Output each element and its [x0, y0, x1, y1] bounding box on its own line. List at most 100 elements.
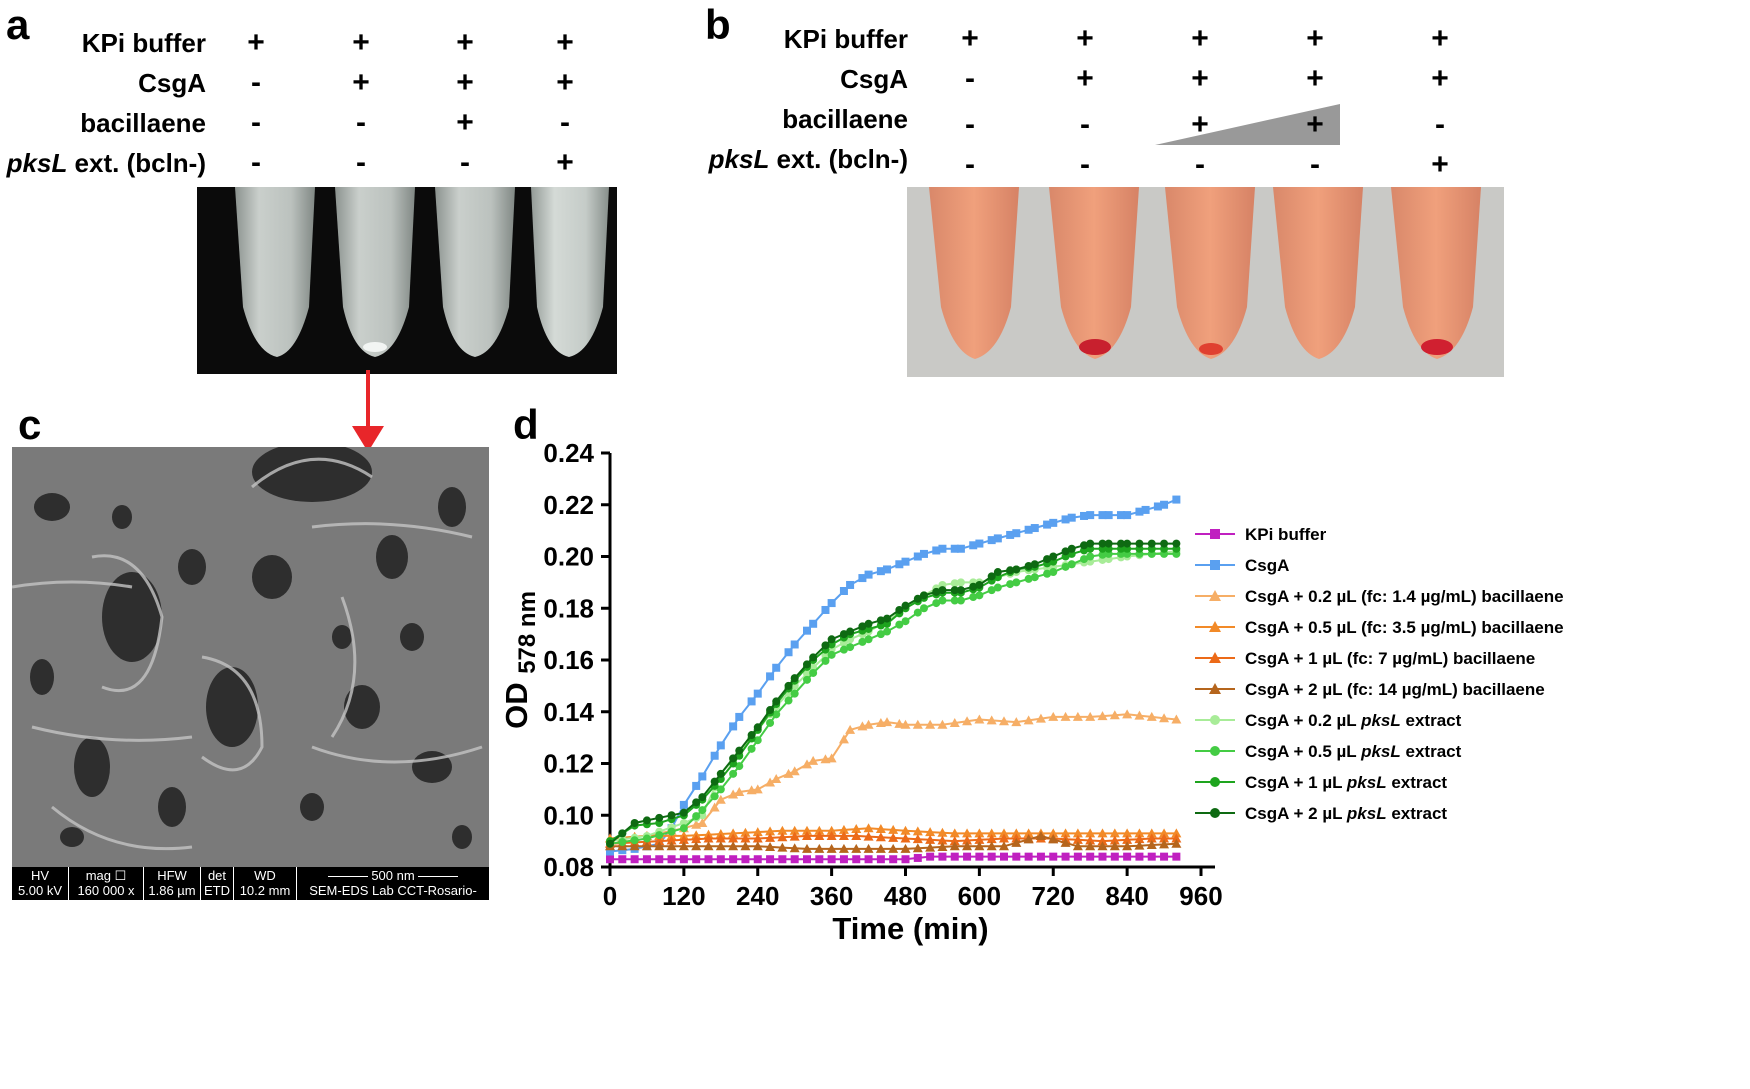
data-point-2 — [986, 715, 997, 725]
data-point-4 — [986, 834, 997, 844]
data-point-9 — [1116, 539, 1125, 548]
b-r3-c0: - — [965, 148, 975, 181]
tube-b2 — [1049, 187, 1139, 359]
data-point-4 — [740, 833, 751, 843]
data-point-0 — [606, 855, 614, 864]
data-point-5 — [654, 841, 665, 851]
data-point-0 — [778, 855, 787, 864]
tube-b1 — [929, 187, 1019, 359]
data-point-1 — [716, 741, 725, 750]
data-point-4 — [789, 831, 800, 841]
legend-label-1: CsgA — [1245, 556, 1289, 575]
legend-label-4: CsgA + 1 µL (fc: 7 µg/mL) bacillaene — [1245, 649, 1535, 668]
legend-marker-3 — [1209, 621, 1221, 632]
data-point-9 — [1147, 539, 1156, 548]
data-point-7 — [809, 668, 818, 677]
data-point-9 — [766, 706, 775, 715]
data-point-1 — [1172, 495, 1181, 504]
data-point-5 — [1159, 839, 1170, 849]
data-point-5 — [863, 843, 874, 853]
data-point-4 — [678, 834, 689, 844]
sem-hv-value: 5.00 kV — [17, 883, 63, 898]
b-r0-c4: + — [1431, 22, 1449, 55]
data-point-0 — [864, 855, 873, 864]
data-point-9 — [1135, 539, 1144, 548]
sem-wd: WD 10.2 mm — [234, 867, 297, 900]
data-point-4 — [900, 833, 911, 843]
data-point-2 — [734, 786, 745, 796]
data-point-1 — [692, 781, 701, 790]
data-point-0 — [692, 855, 701, 864]
data-point-3 — [826, 825, 837, 835]
data-point-5 — [789, 843, 800, 853]
data-point-0 — [1036, 852, 1045, 861]
data-point-5 — [703, 841, 714, 851]
data-point-2 — [1035, 713, 1046, 723]
data-point-1 — [938, 544, 947, 553]
data-point-1 — [1012, 529, 1021, 538]
data-point-0 — [938, 852, 947, 861]
data-point-1 — [987, 536, 996, 545]
data-point-1 — [846, 580, 855, 589]
data-point-1 — [827, 599, 836, 608]
data-point-2 — [962, 716, 973, 726]
data-point-7 — [803, 675, 811, 684]
data-point-1 — [809, 619, 818, 628]
data-point-3 — [814, 825, 825, 835]
x-tick-label: 360 — [810, 881, 853, 911]
data-point-1 — [864, 570, 873, 579]
data-point-9 — [1080, 541, 1089, 550]
data-point-3 — [1048, 828, 1059, 838]
panel-a-letter: a — [6, 1, 30, 48]
data-point-5 — [691, 841, 702, 851]
data-point-3 — [1085, 828, 1096, 838]
data-point-1 — [1160, 500, 1169, 509]
data-point-0 — [889, 855, 898, 864]
data-point-9 — [932, 587, 941, 596]
data-point-9 — [821, 641, 830, 650]
data-point-7 — [772, 710, 781, 719]
x-axis-label: Time (min) — [832, 911, 988, 946]
data-point-7 — [729, 769, 738, 778]
legend-label-9: CsgA + 2 µL pksL extract — [1245, 804, 1447, 823]
data-point-3 — [1060, 828, 1071, 838]
data-point-3 — [962, 828, 973, 838]
y-tick-label: 0.18 — [543, 593, 594, 623]
data-point-7 — [864, 635, 873, 644]
tube-b5 — [1391, 187, 1481, 359]
data-point-2 — [925, 719, 936, 729]
data-point-9 — [864, 619, 873, 628]
b-r2-c1: - — [1080, 108, 1090, 141]
data-point-0 — [655, 855, 664, 864]
data-point-5 — [666, 841, 677, 851]
data-point-7 — [932, 599, 941, 608]
data-point-0 — [704, 855, 713, 864]
data-point-4 — [1085, 835, 1096, 845]
x-tick-label: 480 — [884, 881, 927, 911]
tube-a4 — [531, 187, 609, 357]
data-point-1 — [606, 847, 614, 856]
data-point-1 — [790, 640, 799, 649]
data-point-0 — [729, 855, 738, 864]
data-point-1 — [821, 605, 830, 614]
data-point-4 — [925, 834, 936, 844]
a-r3-c0: - — [251, 146, 261, 179]
sem-hfw-header: HFW — [157, 868, 187, 883]
panel-a-label-csga: CsgA — [138, 68, 206, 98]
data-point-2 — [709, 802, 720, 812]
panel-b-label-pksl-rest: ext. (bcln-) — [769, 144, 908, 174]
data-point-3 — [752, 827, 763, 837]
data-point-7 — [679, 824, 688, 833]
data-point-3 — [925, 827, 936, 837]
data-point-4 — [888, 832, 899, 842]
data-point-5 — [838, 843, 849, 853]
data-point-9 — [735, 746, 744, 755]
data-point-7 — [655, 831, 664, 840]
tube-a3 — [435, 187, 515, 357]
data-point-2 — [1072, 711, 1083, 721]
a-r2-c1: - — [356, 106, 366, 139]
data-point-5 — [1060, 837, 1071, 847]
data-point-6 — [950, 579, 959, 588]
a-r0-c3: + — [556, 26, 574, 59]
data-point-5 — [974, 841, 985, 851]
